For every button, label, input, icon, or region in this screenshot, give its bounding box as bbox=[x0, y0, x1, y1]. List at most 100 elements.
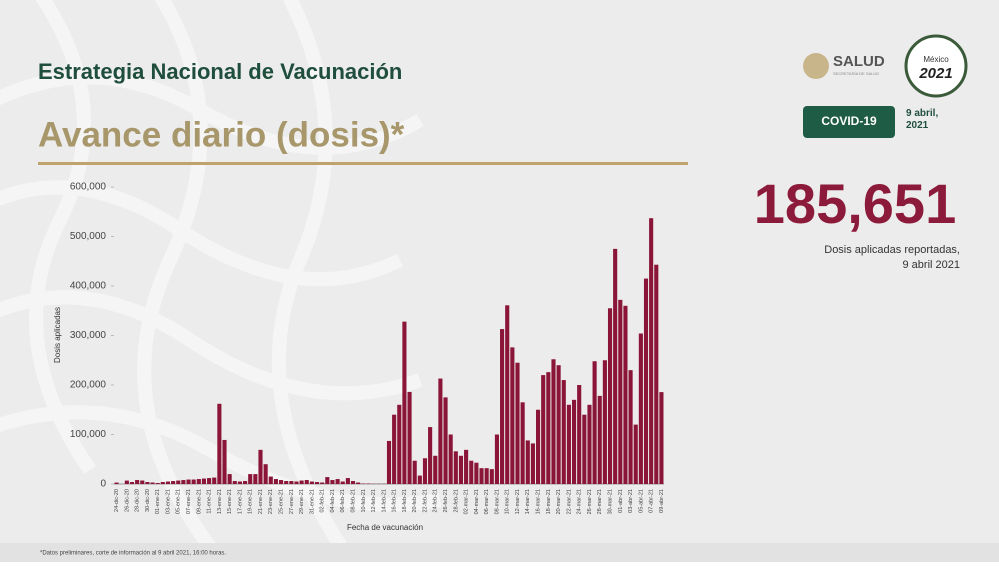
emblem-top: México bbox=[923, 55, 949, 64]
bar bbox=[186, 480, 190, 484]
bar bbox=[150, 483, 154, 484]
bar bbox=[181, 480, 185, 484]
bar bbox=[469, 461, 473, 484]
bar bbox=[279, 480, 283, 484]
x-tick-label: 14-feb-21 bbox=[381, 489, 387, 513]
x-tick-label: 20-mar-21 bbox=[556, 489, 562, 514]
bar bbox=[300, 481, 304, 484]
bar bbox=[351, 481, 355, 484]
bar bbox=[130, 482, 134, 484]
bar bbox=[618, 300, 622, 484]
bar bbox=[228, 474, 232, 484]
bar bbox=[505, 305, 509, 484]
bar bbox=[423, 458, 427, 484]
bar bbox=[140, 481, 144, 484]
bar bbox=[515, 363, 519, 484]
bar bbox=[145, 482, 149, 484]
bar bbox=[315, 482, 319, 484]
bar bbox=[197, 479, 201, 484]
bar bbox=[264, 464, 268, 484]
x-tick-label: 06-feb-21 bbox=[340, 489, 346, 513]
bar bbox=[587, 405, 591, 484]
x-tick-label: 18-mar-21 bbox=[546, 489, 552, 514]
x-tick-label: 08-mar-21 bbox=[494, 489, 500, 514]
y-tick-label: 300,000 bbox=[70, 330, 107, 341]
bar bbox=[459, 456, 463, 484]
x-tick-label: 05-abr-21 bbox=[638, 489, 644, 513]
y-tick-label: 600,000 bbox=[70, 182, 107, 193]
bar bbox=[526, 440, 530, 484]
x-tick-label: 15-ene-21 bbox=[227, 489, 233, 514]
y-tick-label: 400,000 bbox=[70, 281, 107, 292]
bar bbox=[521, 402, 525, 484]
x-tick-label: 24-feb-21 bbox=[433, 489, 439, 513]
bar bbox=[269, 477, 273, 484]
bar bbox=[577, 385, 581, 484]
y-tick-label: 500,000 bbox=[70, 231, 107, 242]
bar bbox=[659, 392, 663, 484]
bar bbox=[608, 308, 612, 484]
bar bbox=[135, 480, 139, 484]
x-tick-label: 17-ene-21 bbox=[237, 489, 243, 514]
bar bbox=[207, 478, 211, 484]
bar bbox=[598, 396, 602, 484]
logo-seal bbox=[803, 53, 829, 79]
bar bbox=[192, 480, 196, 484]
logo-text: SALUD bbox=[833, 53, 885, 70]
x-tick-label: 29-ene-21 bbox=[299, 489, 305, 514]
x-tick-label: 09-abr-21 bbox=[659, 489, 665, 513]
x-axis-title: Fecha de vacunación bbox=[347, 523, 423, 532]
bar bbox=[623, 306, 627, 484]
bar bbox=[562, 380, 566, 484]
bar bbox=[531, 443, 535, 484]
x-tick-label: 23-ene-21 bbox=[268, 489, 274, 514]
bar bbox=[479, 468, 483, 484]
bar bbox=[248, 474, 252, 484]
logo-subtext: SECRETARÍA DE SALUD bbox=[833, 71, 879, 76]
x-tick-label: 26-feb-21 bbox=[443, 489, 449, 513]
bar bbox=[551, 359, 555, 484]
bar bbox=[428, 427, 432, 484]
x-tick-label: 26-dic-20 bbox=[124, 489, 130, 512]
x-tick-label: 09-ene-21 bbox=[196, 489, 202, 514]
x-tick-label: 16-feb-21 bbox=[392, 489, 398, 513]
x-tick-label: 30-mar-21 bbox=[607, 489, 613, 514]
bar bbox=[644, 279, 648, 484]
bar bbox=[325, 477, 329, 484]
bar bbox=[243, 481, 247, 484]
bar bbox=[258, 450, 262, 484]
x-tick-label: 03-ene-21 bbox=[165, 489, 171, 514]
bar bbox=[474, 463, 478, 484]
bar bbox=[541, 375, 545, 484]
bar bbox=[443, 397, 447, 484]
bar bbox=[433, 456, 437, 484]
bar bbox=[289, 481, 293, 484]
y-tick-label: 200,000 bbox=[70, 380, 107, 391]
bar bbox=[397, 405, 401, 484]
highlight-caption: Dosis aplicadas reportadas, bbox=[824, 244, 960, 256]
bar bbox=[546, 372, 550, 484]
x-tick-label: 11-ene-21 bbox=[207, 489, 213, 514]
bar bbox=[346, 478, 350, 484]
bar bbox=[449, 435, 453, 485]
bar bbox=[161, 482, 165, 484]
y-tick-label: 0 bbox=[100, 479, 106, 490]
x-tick-label: 06-mar-21 bbox=[484, 489, 490, 514]
bar bbox=[402, 322, 406, 484]
date-box: 9 abril, 2021 bbox=[906, 108, 966, 138]
x-tick-label: 31-ene-21 bbox=[309, 489, 315, 514]
x-tick-label: 26-mar-21 bbox=[587, 489, 593, 514]
x-tick-label: 08-feb-21 bbox=[350, 489, 356, 513]
x-tick-label: 12-mar-21 bbox=[515, 489, 521, 514]
divider bbox=[38, 162, 688, 165]
bar bbox=[634, 425, 638, 484]
x-tick-label: 05-ene-21 bbox=[176, 489, 182, 514]
bar bbox=[115, 483, 119, 484]
bar bbox=[156, 483, 160, 484]
bar bbox=[238, 482, 242, 484]
x-tick-label: 13-ene-21 bbox=[217, 489, 223, 514]
x-tick-label: 07-ene-21 bbox=[186, 489, 192, 514]
bar bbox=[582, 415, 586, 484]
bar bbox=[510, 347, 514, 484]
